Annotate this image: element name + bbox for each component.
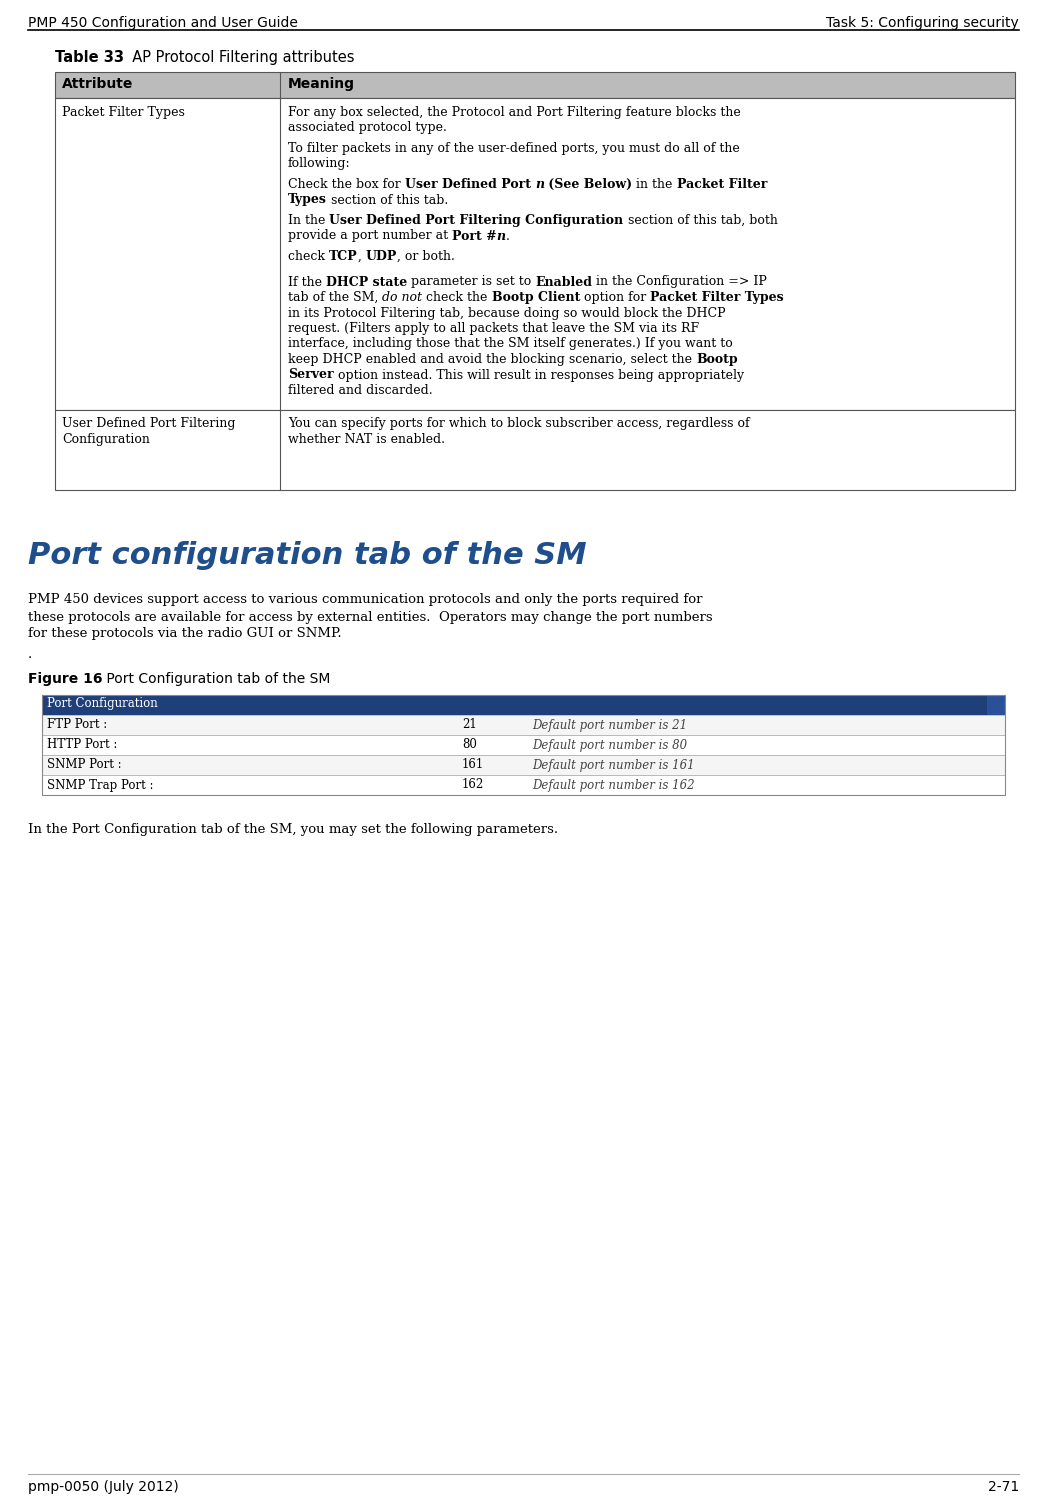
Text: Meaning: Meaning [288, 77, 355, 91]
Text: PMP 450 devices support access to various communication protocols and only the p: PMP 450 devices support access to variou… [28, 594, 703, 606]
Text: keep DHCP enabled and avoid the blocking scenario, select the: keep DHCP enabled and avoid the blocking… [288, 352, 696, 366]
Bar [55, 98, 1015, 410]
Bar [42, 694, 1005, 794]
Text: Enabled: Enabled [535, 275, 593, 289]
Text: Packet Filter Types: Packet Filter Types [650, 290, 784, 304]
Text: .: . [28, 649, 32, 662]
Text: Default port number is 80: Default port number is 80 [532, 738, 687, 751]
Text: HTTP Port :: HTTP Port : [47, 738, 117, 751]
Bar [42, 774, 1005, 794]
Text: in the Configuration => IP: in the Configuration => IP [593, 275, 767, 289]
Text: section of this tab.: section of this tab. [327, 194, 448, 207]
Text: .: . [506, 230, 510, 242]
Text: FTP Port :: FTP Port : [47, 718, 107, 732]
Text: option instead. This will result in responses being appropriately: option instead. This will result in resp… [334, 369, 743, 381]
Bar [55, 410, 1015, 490]
Text: check the: check the [422, 290, 492, 304]
Text: tab of the SM,: tab of the SM, [288, 290, 382, 304]
Text: n: n [496, 230, 506, 242]
Text: for these protocols via the radio GUI or SNMP.: for these protocols via the radio GUI or… [28, 627, 341, 641]
Text: in its Protocol Filtering tab, because doing so would block the DHCP: in its Protocol Filtering tab, because d… [288, 307, 726, 319]
Text: PMP 450 Configuration and User Guide: PMP 450 Configuration and User Guide [28, 17, 298, 30]
Bar [55, 73, 1015, 98]
Bar [42, 735, 1005, 754]
Text: User Defined Port Filtering: User Defined Port Filtering [62, 417, 236, 431]
Text: check: check [288, 249, 329, 263]
Text: request. (Filters apply to all packets that leave the SM via its RF: request. (Filters apply to all packets t… [288, 322, 699, 336]
Text: Packet Filter: Packet Filter [676, 178, 767, 191]
Text: SNMP Trap Port :: SNMP Trap Port : [47, 779, 154, 791]
Text: 161: 161 [462, 759, 485, 771]
Text: 21: 21 [462, 718, 476, 732]
Text: associated protocol type.: associated protocol type. [288, 121, 447, 135]
Text: Default port number is 21: Default port number is 21 [532, 718, 687, 732]
Text: User Defined Port Filtering Configuration: User Defined Port Filtering Configuratio… [330, 215, 624, 227]
Text: Port Configuration: Port Configuration [47, 697, 158, 711]
Text: TCP: TCP [329, 249, 358, 263]
Text: You can specify ports for which to block subscriber access, regardless of: You can specify ports for which to block… [288, 417, 750, 431]
Bar [987, 694, 1005, 715]
Text: section of this tab, both: section of this tab, both [624, 215, 777, 227]
Text: Packet Filter Types: Packet Filter Types [62, 106, 185, 119]
Text: Port configuration tab of the SM: Port configuration tab of the SM [28, 541, 586, 570]
Text: DHCP state: DHCP state [326, 275, 407, 289]
Text: ,: , [358, 249, 365, 263]
Text: these protocols are available for access by external entities.  Operators may ch: these protocols are available for access… [28, 611, 713, 623]
Text: following:: following: [288, 157, 351, 171]
Text: Table 33: Table 33 [55, 50, 124, 65]
Text: Attribute: Attribute [62, 77, 133, 91]
Text: n: n [535, 178, 544, 191]
Text: provide a port number at: provide a port number at [288, 230, 452, 242]
Text: To filter packets in any of the user-defined ports, you must do all of the: To filter packets in any of the user-def… [288, 142, 740, 156]
Text: whether NAT is enabled.: whether NAT is enabled. [288, 432, 445, 446]
Text: filtered and discarded.: filtered and discarded. [288, 384, 432, 398]
Text: Server: Server [288, 369, 334, 381]
Text: 80: 80 [462, 738, 476, 751]
Text: parameter is set to: parameter is set to [407, 275, 535, 289]
Text: Default port number is 161: Default port number is 161 [532, 759, 694, 771]
Text: Figure 16: Figure 16 [28, 673, 103, 686]
Text: Port #: Port # [452, 230, 496, 242]
Text: , or both.: , or both. [397, 249, 454, 263]
Bar [42, 754, 1005, 774]
Text: User Defined Port: User Defined Port [405, 178, 535, 191]
Text: (See Below): (See Below) [544, 178, 632, 191]
Text: in the: in the [632, 178, 676, 191]
Bar [42, 715, 1005, 735]
Text: Task 5: Configuring security: Task 5: Configuring security [826, 17, 1019, 30]
Text: Default port number is 162: Default port number is 162 [532, 779, 694, 791]
Text: In the Port Configuration tab of the SM, you may set the following parameters.: In the Port Configuration tab of the SM,… [28, 823, 558, 836]
Bar [42, 694, 1005, 715]
Text: Types: Types [288, 194, 327, 207]
Text: AP Protocol Filtering attributes: AP Protocol Filtering attributes [122, 50, 355, 65]
Text: Bootp Client: Bootp Client [492, 290, 580, 304]
Text: Port Configuration tab of the SM: Port Configuration tab of the SM [103, 673, 331, 686]
Text: 2-71: 2-71 [987, 1480, 1019, 1494]
Text: interface, including those that the SM itself generates.) If you want to: interface, including those that the SM i… [288, 337, 733, 351]
Text: Bootp: Bootp [696, 352, 738, 366]
Text: UDP: UDP [365, 249, 397, 263]
Text: option for: option for [580, 290, 650, 304]
Text: For any box selected, the Protocol and Port Filtering feature blocks the: For any box selected, the Protocol and P… [288, 106, 740, 119]
Text: 162: 162 [462, 779, 485, 791]
Text: SNMP Port :: SNMP Port : [47, 759, 121, 771]
Text: If the: If the [288, 275, 326, 289]
Text: do not: do not [382, 290, 422, 304]
Text: Configuration: Configuration [62, 432, 150, 446]
Text: Check the box for: Check the box for [288, 178, 405, 191]
Text: pmp-0050 (July 2012): pmp-0050 (July 2012) [28, 1480, 179, 1494]
Text: In the: In the [288, 215, 330, 227]
